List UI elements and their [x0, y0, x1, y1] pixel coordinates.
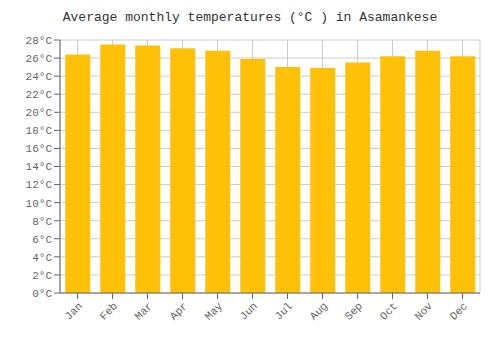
svg-text:Feb: Feb — [98, 300, 120, 322]
svg-text:Apr: Apr — [168, 300, 190, 322]
svg-text:May: May — [203, 300, 226, 323]
svg-text:Nov: Nov — [413, 300, 436, 323]
svg-text:16°C: 16°C — [26, 143, 53, 155]
svg-text:Dec: Dec — [448, 300, 470, 322]
svg-text:12°C: 12°C — [26, 179, 53, 191]
svg-text:Oct: Oct — [378, 300, 400, 322]
svg-text:10°C: 10°C — [26, 198, 53, 210]
svg-text:Mar: Mar — [133, 300, 155, 322]
svg-text:8°C: 8°C — [32, 216, 52, 228]
svg-text:Jun: Jun — [238, 300, 260, 322]
svg-text:Jan: Jan — [63, 300, 85, 322]
svg-text:22°C: 22°C — [26, 89, 53, 101]
svg-text:4°C: 4°C — [32, 252, 52, 264]
svg-text:6°C: 6°C — [32, 234, 52, 246]
svg-text:24°C: 24°C — [26, 71, 53, 83]
svg-text:2°C: 2°C — [32, 270, 52, 282]
svg-text:28°C: 28°C — [26, 35, 53, 47]
svg-text:20°C: 20°C — [26, 107, 53, 119]
svg-text:Sep: Sep — [343, 300, 365, 322]
svg-text:14°C: 14°C — [26, 161, 53, 173]
html-text:Average monthly temperatures (: Average monthly temperatures (°C ) in As… — [62, 10, 438, 25]
svg-text:0°C: 0°C — [32, 288, 52, 300]
svg-text:26°C: 26°C — [26, 53, 53, 65]
svg-text:Aug: Aug — [308, 300, 330, 322]
svg-text:Jul: Jul — [273, 300, 295, 322]
svg-text:18°C: 18°C — [26, 125, 53, 137]
